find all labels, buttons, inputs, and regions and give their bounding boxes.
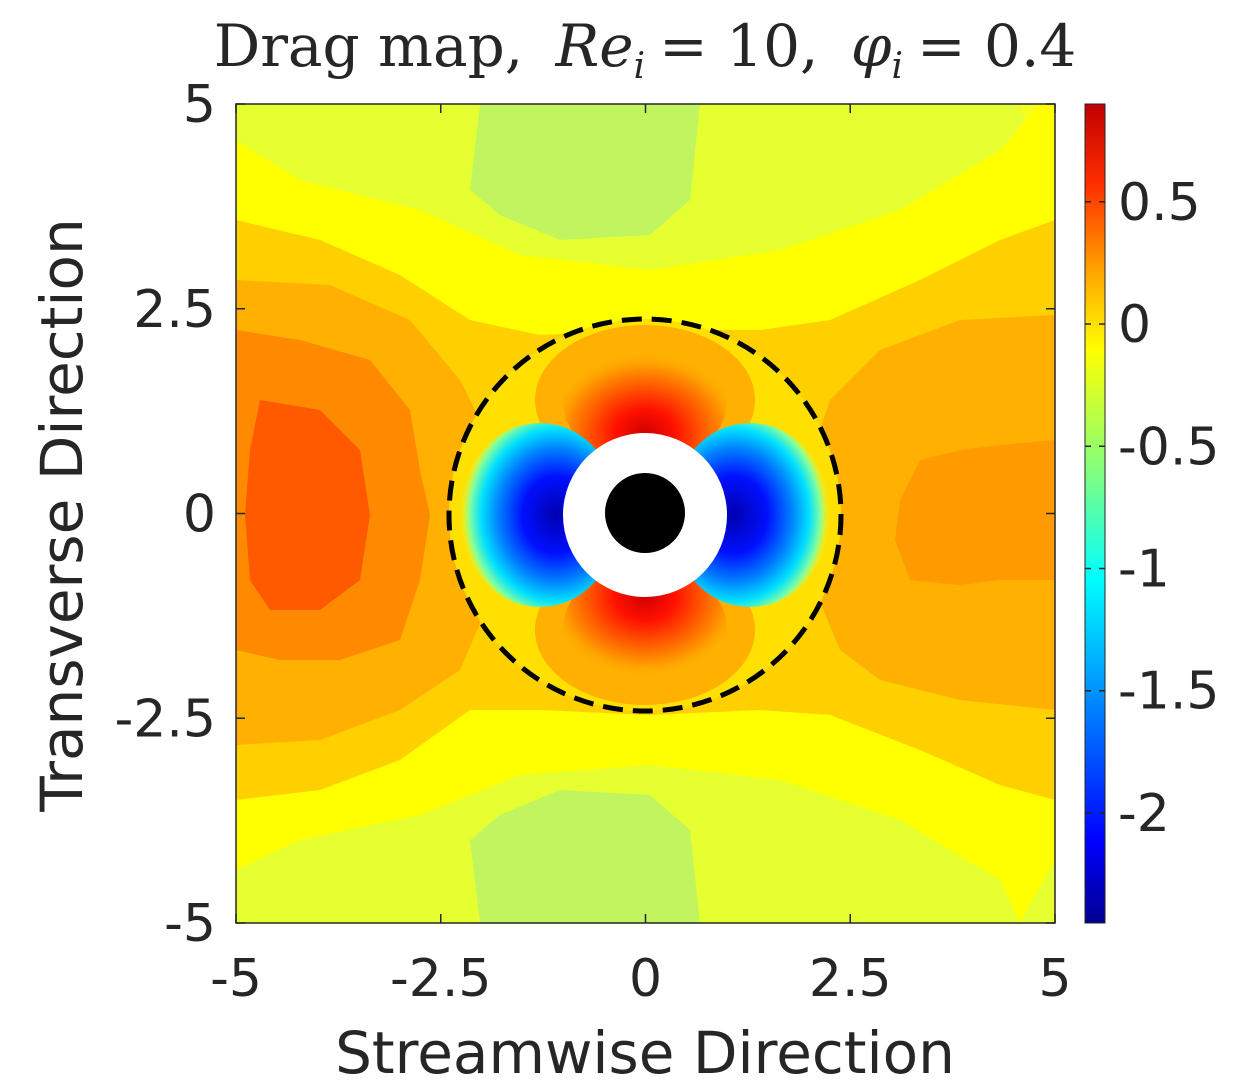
- colorbar-tick-label: -1: [1118, 540, 1170, 600]
- y-axis-label: Transverse Direction: [28, 218, 96, 812]
- y-tick-label: -2.5: [115, 689, 216, 749]
- x-axis-ticks: -5 -2.5 0 2.5 5: [210, 104, 1072, 1009]
- y-axis-ticks: -5 -2.5 0 2.5 5: [115, 75, 1055, 954]
- colorbar-tick-label: -1.5: [1118, 662, 1219, 722]
- x-tick-label: 5: [1038, 949, 1071, 1009]
- dashed-circle: [446, 316, 844, 714]
- x-tick-label: -2.5: [390, 949, 491, 1009]
- y-tick-label: 0: [183, 485, 216, 545]
- colorbar-tick-label: 0.5: [1118, 173, 1201, 233]
- particle: [605, 473, 685, 553]
- y-tick-label: 5: [183, 75, 216, 135]
- title-re-value: = 10,: [659, 12, 818, 80]
- colorbar-tick-label: 0: [1118, 295, 1151, 355]
- chart-title: Drag map, Rei = 10, φi = 0.4: [214, 12, 1077, 87]
- x-tick-label: -5: [210, 949, 262, 1009]
- colorbar-tick-label: -0.5: [1118, 417, 1219, 477]
- x-tick-label: 2.5: [809, 949, 892, 1009]
- colorbar: [1084, 103, 1106, 924]
- title-re-symbol: Re: [555, 12, 634, 80]
- heatmap-field: [236, 104, 1055, 923]
- title-phi-value: = 0.4: [917, 12, 1076, 80]
- title-re-subscript: i: [634, 46, 646, 87]
- y-tick-label: 2.5: [133, 280, 216, 340]
- title-phi-subscript: i: [892, 46, 904, 87]
- title-phi-symbol: φ: [851, 12, 892, 80]
- x-tick-label: 0: [629, 949, 662, 1009]
- y-tick-label: -5: [164, 894, 216, 954]
- colorbar-tick-label: -2: [1118, 784, 1170, 844]
- x-axis-label: Streamwise Direction: [335, 1019, 955, 1083]
- colorbar-ticks: 0.5 0 -0.5 -1 -1.5 -2: [1085, 173, 1219, 844]
- title-prefix: Drag map,: [214, 12, 524, 80]
